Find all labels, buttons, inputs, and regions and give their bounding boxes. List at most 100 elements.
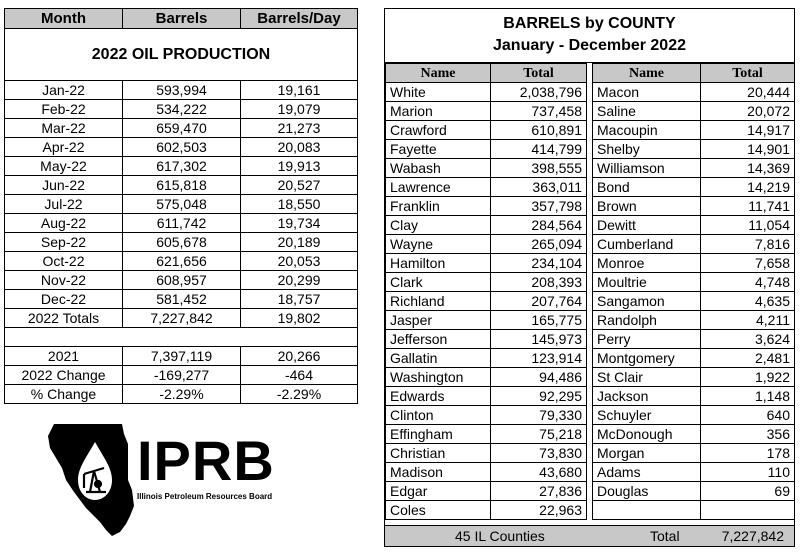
month-cell: 2022 Totals [4, 308, 123, 328]
county-total-cell: 11,741 [700, 196, 795, 216]
table-row: Gallatin 123,914 Montgomery 2,481 [385, 348, 795, 368]
county-total-cell: 610,891 [490, 120, 587, 140]
county-total-cell: 2,481 [700, 348, 795, 368]
iprb-logo [48, 424, 134, 536]
table-row: Aug-22 611,742 19,734 [4, 213, 358, 233]
county-name-cell: Clay [385, 215, 491, 235]
county-total-cell: 4,635 [700, 291, 795, 311]
county-name-cell: Montgomery [592, 348, 701, 368]
county-total-cell: 11,054 [700, 215, 795, 235]
county-total-cell: 20,072 [700, 101, 795, 121]
barrels-cell: -169,277 [122, 365, 241, 385]
month-cell: 2021 [4, 346, 123, 366]
barrels-cell: 659,470 [122, 118, 241, 138]
month-cell: Dec-22 [4, 289, 123, 309]
county-total-cell: 165,775 [490, 310, 587, 330]
county-name-cell: Douglas [592, 481, 701, 501]
barrels-per-day-cell: 20,053 [240, 251, 358, 271]
county-total-cell: 14,917 [700, 120, 795, 140]
county-total-cell: 7,816 [700, 234, 795, 254]
barrels-cell: 602,503 [122, 137, 241, 157]
table-row: Sep-22 605,678 20,189 [4, 232, 358, 252]
county-name-cell [592, 500, 701, 520]
col-header-name-left: Name [385, 63, 491, 83]
county-total-cell: 284,564 [490, 215, 587, 235]
county-total-cell: 4,211 [700, 310, 795, 330]
county-total-cell: 110 [700, 462, 795, 482]
county-total-cell: 123,914 [490, 348, 587, 368]
county-name-cell: Jackson [592, 386, 701, 406]
county-name-cell: Bond [592, 177, 701, 197]
table-row: White 2,038,796 Macon 20,444 [385, 82, 795, 102]
county-name-cell: Clark [385, 272, 491, 292]
county-name-cell: Jefferson [385, 329, 491, 349]
county-footer: 45 IL Counties Total 7,227,842 [385, 525, 794, 546]
county-total-cell: 14,901 [700, 139, 795, 159]
comparison-row: 2021 7,397,119 20,266 [4, 346, 358, 366]
county-name-cell: Crawford [385, 120, 491, 140]
county-total-cell: 398,555 [490, 158, 587, 178]
month-cell: Nov-22 [4, 270, 123, 290]
county-name-cell: Monroe [592, 253, 701, 273]
county-total-cell: 265,094 [490, 234, 587, 254]
county-name-cell: Williamson [592, 158, 701, 178]
table-row: Apr-22 602,503 20,083 [4, 137, 358, 157]
county-total-cell: 234,104 [490, 253, 587, 273]
logo-subtitle: Illinois Petroleum Resources Board [137, 492, 273, 501]
barrels-cell: 593,994 [122, 80, 241, 100]
county-total-cell: 357,798 [490, 196, 587, 216]
county-total-cell: 94,486 [490, 367, 587, 387]
month-cell: Oct-22 [4, 251, 123, 271]
col-header-month: Month [4, 8, 123, 29]
barrels-cell: 611,742 [122, 213, 241, 233]
county-name-cell: Dewitt [592, 215, 701, 235]
barrels-cell: 617,302 [122, 156, 241, 176]
county-total-cell: 3,624 [700, 329, 795, 349]
table-row: Edwards 92,295 Jackson 1,148 [385, 386, 795, 406]
county-total-cell: 92,295 [490, 386, 587, 406]
county-total-cell: 14,219 [700, 177, 795, 197]
barrels-per-day-cell: 19,079 [240, 99, 358, 119]
county-name-cell: Gallatin [385, 348, 491, 368]
barrels-cell: 581,452 [122, 289, 241, 309]
county-total-cell: 69 [700, 481, 795, 501]
table-row: Fayette 414,799 Shelby 14,901 [385, 139, 795, 159]
month-cell: Jan-22 [4, 80, 123, 100]
col-header-total-left: Total [490, 63, 587, 83]
table-row: Feb-22 534,222 19,079 [4, 99, 358, 119]
col-header-barrels-per-day: Barrels/Day [240, 8, 358, 29]
col-header-barrels: Barrels [122, 8, 241, 29]
table-row: Edgar 27,836 Douglas 69 [385, 481, 795, 501]
county-total-cell [700, 500, 795, 520]
county-panel: BARRELS by COUNTY January - December 202… [384, 8, 795, 547]
totals-row: 2022 Totals 7,227,842 19,802 [4, 308, 358, 328]
table-row: May-22 617,302 19,913 [4, 156, 358, 176]
production-table: 2022 OIL PRODUCTION Month Barrels Barrel… [4, 8, 358, 404]
barrels-per-day-cell: 20,527 [240, 175, 358, 195]
spacer-cell [4, 327, 358, 347]
county-total-cell: 178 [700, 443, 795, 463]
county-total-cell: 7,658 [700, 253, 795, 273]
county-name-cell: Schuyler [592, 405, 701, 425]
col-header-name-right: Name [592, 63, 701, 83]
table-row: Clinton 79,330 Schuyler 640 [385, 405, 795, 425]
county-name-cell: St Clair [592, 367, 701, 387]
county-total-cell: 208,393 [490, 272, 587, 292]
month-cell: Jul-22 [4, 194, 123, 214]
barrels-per-day-cell: 19,802 [240, 308, 358, 328]
county-total-cell: 4,748 [700, 272, 795, 292]
barrels-cell: 7,227,842 [122, 308, 241, 328]
county-name-cell: McDonough [592, 424, 701, 444]
county-name-cell: Perry [592, 329, 701, 349]
table-row: Marion 737,458 Saline 20,072 [385, 101, 795, 121]
barrels-per-day-cell: 19,161 [240, 80, 358, 100]
spacer-row [4, 327, 358, 347]
county-title-line2: January - December 2022 [493, 37, 686, 54]
county-name-cell: Sangamon [592, 291, 701, 311]
barrels-per-day-cell: 20,189 [240, 232, 358, 252]
table-row: Oct-22 621,656 20,053 [4, 251, 358, 271]
county-title: BARRELS by COUNTY January - December 202… [385, 9, 794, 63]
barrels-cell: 534,222 [122, 99, 241, 119]
month-cell: Aug-22 [4, 213, 123, 233]
table-row: Wayne 265,094 Cumberland 7,816 [385, 234, 795, 254]
